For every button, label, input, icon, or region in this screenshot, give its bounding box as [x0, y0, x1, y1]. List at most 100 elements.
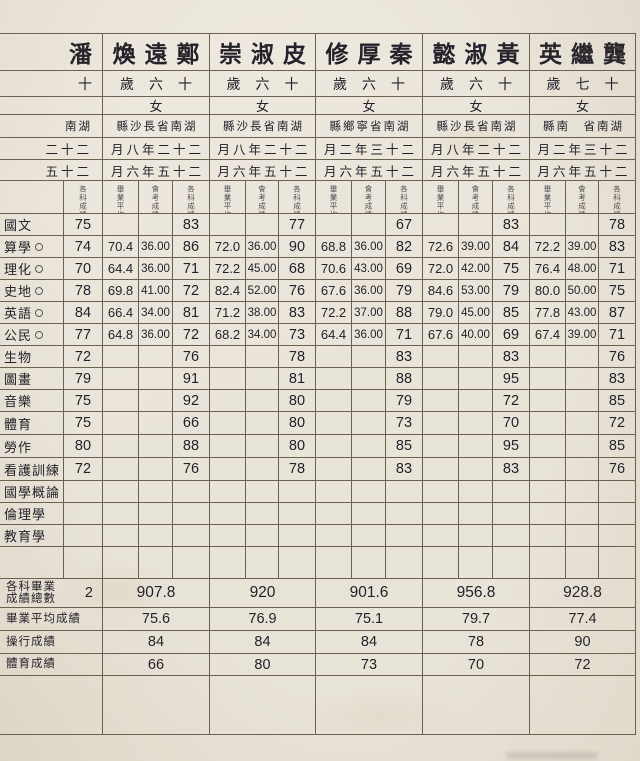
subheader-text: 會考成績 — [151, 185, 160, 213]
student-enrolled-date: 月二年三十二 — [530, 138, 636, 159]
score-final — [210, 525, 246, 546]
score-final: 76.4 — [530, 258, 566, 279]
row-subject-3: 史地 78 69.8 41.00 72 82.4 52.00 76 67.6 36.00 79 84.… — [0, 280, 636, 302]
subheader-exam: 會考成績 — [139, 181, 173, 213]
score-exam60 — [139, 412, 173, 434]
score-final: 64.8 — [103, 324, 139, 345]
conduct-score-label: 操行成績 — [0, 631, 103, 653]
score-exam60 — [139, 503, 173, 524]
score-final — [103, 481, 139, 502]
row-subject-9: 體育 75 66 80 73 70 72 — [0, 412, 636, 435]
score-school: 70 — [493, 412, 530, 434]
score-school-pan: 75 — [64, 412, 103, 434]
score-exam60 — [246, 435, 279, 457]
score-school: 95 — [493, 368, 530, 389]
subject-label: 教育學 — [0, 525, 64, 546]
subheader-school: 各科成績 — [493, 181, 530, 213]
score-exam60 — [352, 412, 386, 434]
score-final — [530, 346, 566, 367]
empty-cell — [566, 547, 599, 578]
summary-label-text: 操行成績 — [6, 635, 56, 648]
subject-label: 看護訓練 — [0, 458, 64, 480]
row-subject-10: 勞作 80 88 80 85 95 85 — [0, 435, 636, 458]
student-birthplace: 縣南 省南湖 — [530, 115, 636, 137]
score-exam60: 37.00 — [352, 302, 386, 323]
subject-label-text: 勞作 — [4, 439, 33, 455]
empty-cell — [64, 547, 103, 578]
score-exam60 — [352, 525, 386, 546]
score-school-pan: 75 — [64, 390, 103, 411]
score-exam60 — [566, 435, 599, 457]
score-school: 75 — [599, 280, 636, 301]
subheader-final: 畢業平均 — [103, 181, 139, 213]
subheader-exam: 會考成績 — [459, 181, 493, 213]
score-school: 78 — [279, 458, 316, 480]
subject-label-text: 算學 — [4, 240, 33, 255]
subheader-text: 會考成績 — [471, 185, 480, 213]
score-school-pan: 70 — [64, 258, 103, 279]
student-birthplace: 縣鄉寧省南湖 — [316, 115, 423, 137]
score-school: 76 — [173, 458, 210, 480]
subject-label: 勞作 — [0, 435, 64, 457]
empty-cell — [599, 547, 636, 578]
row-subject-7: 圖畫 79 91 81 88 95 83 — [0, 368, 636, 390]
student-enrolled-date: 月二年三十二 — [316, 138, 423, 159]
score-final — [316, 481, 352, 502]
score-school: 78 — [599, 214, 636, 235]
subject-label-text: 看護訓練 — [4, 462, 61, 478]
score-exam60 — [139, 214, 173, 235]
score-exam60 — [246, 458, 279, 480]
score-school: 69 — [493, 324, 530, 345]
score-final: 64.4 — [103, 258, 139, 279]
score-exam60 — [459, 481, 493, 502]
score-final — [423, 481, 459, 502]
score-school: 91 — [173, 368, 210, 389]
subject-label-text: 史地 — [4, 284, 33, 299]
score-final: 72.2 — [316, 302, 352, 323]
score-school — [386, 481, 423, 502]
summary-label-text: 體育成績 — [6, 658, 56, 671]
score-final: 80.0 — [530, 280, 566, 301]
score-exam60: 42.00 — [459, 258, 493, 279]
score-exam60 — [139, 346, 173, 367]
score-exam60 — [246, 368, 279, 389]
score-school: 79 — [386, 280, 423, 301]
subheader-school: 各科成績 — [279, 181, 316, 213]
score-final — [210, 390, 246, 411]
physical-score: 66 — [103, 654, 210, 675]
student-sex: 女 — [316, 97, 423, 114]
score-final — [423, 412, 459, 434]
score-school: 83 — [386, 346, 423, 367]
score-school: 77 — [279, 214, 316, 235]
score-exam60 — [566, 503, 599, 524]
row-subject-11: 看護訓練 72 76 78 83 83 76 — [0, 458, 636, 481]
student-age: 歲六十 — [423, 71, 530, 96]
score-school: 83 — [386, 458, 423, 480]
student-name: 煥遠鄭 — [103, 34, 210, 70]
score-exam60: 36.00 — [139, 258, 173, 279]
subheader-text: 各科成績 — [78, 185, 88, 213]
score-exam60: 43.00 — [352, 258, 386, 279]
score-school: 83 — [493, 214, 530, 235]
score-exam60 — [139, 435, 173, 457]
score-school-pan: 72 — [64, 458, 103, 480]
physical-score: 72 — [530, 654, 636, 675]
student-enrolled-date: 月八年二十二 — [423, 138, 530, 159]
score-school: 83 — [173, 214, 210, 235]
subheader-school-score: 各科成績 — [64, 181, 103, 213]
score-final: 69.8 — [103, 280, 139, 301]
subheader-school: 各科成績 — [173, 181, 210, 213]
row-extra-subject-0: 國學概論 — [0, 481, 636, 503]
score-exam60: 45.00 — [459, 302, 493, 323]
subheader-exam: 會考成績 — [352, 181, 386, 213]
subject-label: 音樂 — [0, 390, 64, 411]
score-final — [530, 214, 566, 235]
average-score: 75.6 — [103, 608, 210, 630]
subject-label-text: 圖畫 — [4, 372, 33, 387]
summary-label-text: 畢業平均成績 — [6, 612, 81, 625]
exam-subject-mark — [35, 264, 44, 273]
score-school: 79 — [386, 390, 423, 411]
student-name: 英繼龔 — [530, 34, 636, 70]
score-school — [599, 525, 636, 546]
conduct-score: 84 — [103, 631, 210, 653]
